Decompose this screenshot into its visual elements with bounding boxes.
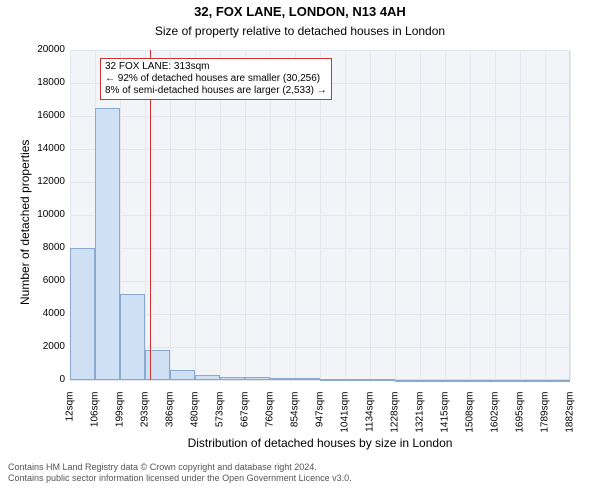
histogram-bar [420,380,445,382]
x-tick-label: 1228sqm [390,392,401,442]
histogram-bar [220,377,245,380]
annotation-line: ← 92% of detached houses are smaller (30… [105,73,327,85]
footer-line: Contains HM Land Registry data © Crown c… [8,462,352,473]
x-tick-label: 573sqm [215,392,226,442]
histogram-bar [145,350,170,380]
y-tick-label: 18000 [25,77,65,88]
y-tick-label: 10000 [25,209,65,220]
y-tick-label: 6000 [25,275,65,286]
x-tick-label: 106sqm [90,392,101,442]
x-tick-label: 760sqm [265,392,276,442]
histogram-bar [120,294,145,380]
x-tick-label: 386sqm [165,392,176,442]
x-tick-label: 1134sqm [365,392,376,442]
gridline-vertical [495,50,496,380]
y-tick-label: 8000 [25,242,65,253]
histogram-bar [520,380,545,382]
x-tick-label: 1602sqm [490,392,501,442]
y-tick-label: 16000 [25,110,65,121]
histogram-bar [395,380,420,382]
x-tick-label: 1415sqm [440,392,451,442]
y-tick-label: 2000 [25,341,65,352]
footer-line: Contains public sector information licen… [8,473,352,484]
x-tick-label: 199sqm [115,392,126,442]
x-tick-label: 1321sqm [415,392,426,442]
histogram-bar [245,377,270,380]
x-tick-label: 1789sqm [540,392,551,442]
x-tick-label: 1041sqm [340,392,351,442]
y-tick-label: 0 [25,374,65,385]
x-tick-label: 12sqm [65,392,76,442]
histogram-bar [295,378,320,380]
gridline-vertical [420,50,421,380]
chart-subtitle: Size of property relative to detached ho… [0,24,600,38]
chart-title: 32, FOX LANE, LONDON, N13 4AH [0,4,600,19]
y-tick-label: 4000 [25,308,65,319]
gridline-vertical [545,50,546,380]
y-tick-label: 12000 [25,176,65,187]
histogram-bar [445,380,470,382]
x-tick-label: 1695sqm [515,392,526,442]
gridline-vertical [520,50,521,380]
gridline-vertical [570,50,571,380]
gridline-vertical [345,50,346,380]
x-tick-label: 293sqm [140,392,151,442]
histogram-bar [320,379,345,381]
x-tick-label: 1882sqm [565,392,576,442]
histogram-bar [170,370,195,380]
gridline-vertical [370,50,371,380]
x-tick-label: 947sqm [315,392,326,442]
histogram-bar [195,375,220,380]
histogram-bar [270,378,295,380]
histogram-bar [345,379,370,381]
annotation-line: 8% of semi-detached houses are larger (2… [105,85,327,97]
x-tick-label: 1508sqm [465,392,476,442]
gridline-vertical [395,50,396,380]
annotation-line: 32 FOX LANE: 313sqm [105,61,327,73]
y-tick-label: 14000 [25,143,65,154]
gridline-vertical [445,50,446,380]
x-tick-label: 480sqm [190,392,201,442]
x-tick-label: 854sqm [290,392,301,442]
histogram-bar [70,248,95,380]
histogram-bar [95,108,120,380]
histogram-bar [370,379,395,381]
x-tick-label: 667sqm [240,392,251,442]
histogram-bar [470,380,495,382]
gridline-vertical [470,50,471,380]
histogram-bar [495,380,520,382]
y-tick-label: 20000 [25,44,65,55]
annotation-box: 32 FOX LANE: 313sqm ← 92% of detached ho… [100,58,332,100]
chart-container: { "title": "32, FOX LANE, LONDON, N13 4A… [0,0,600,500]
histogram-bar [545,380,570,382]
footer-text: Contains HM Land Registry data © Crown c… [8,462,352,484]
